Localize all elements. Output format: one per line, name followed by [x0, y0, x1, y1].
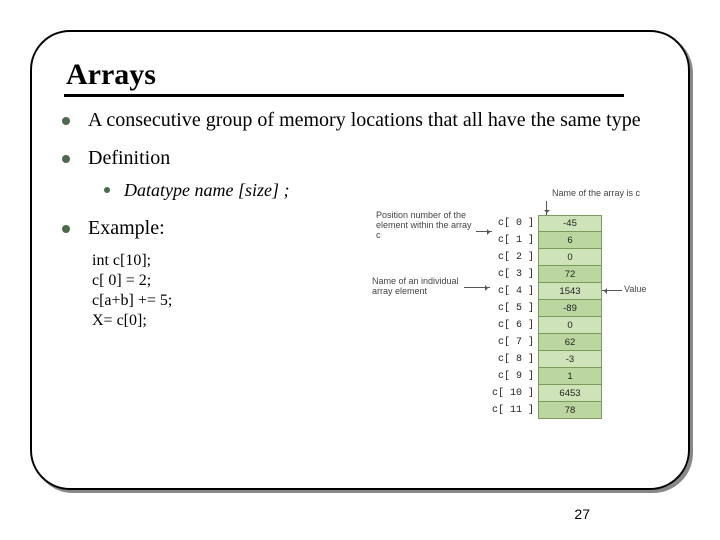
- array-row: c[ 7 ]62: [490, 334, 602, 351]
- array-row: c[ 1 ]6: [490, 232, 602, 249]
- array-index-cell: c[ 11 ]: [490, 402, 538, 419]
- array-value-cell: 6453: [538, 385, 602, 402]
- array-row: c[ 0 ]-45: [490, 215, 602, 232]
- diagram-label-name: Name of the array is c: [552, 189, 642, 199]
- title-underline: [64, 94, 624, 97]
- array-index-cell: c[ 7 ]: [490, 334, 538, 351]
- diagram-label-position: Position number of the element within th…: [376, 211, 476, 241]
- array-row: c[ 5 ]-89: [490, 300, 602, 317]
- arrow-icon: [464, 287, 490, 288]
- array-value-cell: -45: [538, 215, 602, 232]
- array-row: c[ 6 ]0: [490, 317, 602, 334]
- slide-frame: Arrays A consecutive group of memory loc…: [30, 30, 690, 490]
- array-index-cell: c[ 9 ]: [490, 368, 538, 385]
- array-index-cell: c[ 1 ]: [490, 232, 538, 249]
- array-diagram: Name of the array is c Position number o…: [372, 189, 654, 449]
- bullet-icon: [62, 225, 70, 233]
- array-index-cell: c[ 3 ]: [490, 266, 538, 283]
- array-value-cell: 1: [538, 368, 602, 385]
- array-value-cell: 62: [538, 334, 602, 351]
- arrow-icon: [602, 290, 622, 291]
- array-index-cell: c[ 2 ]: [490, 249, 538, 266]
- diagram-label-value: Value: [624, 285, 646, 295]
- array-row: c[ 11 ]78: [490, 402, 602, 419]
- array-row: c[ 8 ]-3: [490, 351, 602, 368]
- bullet-icon: [104, 187, 110, 193]
- array-row: c[ 2 ]0: [490, 249, 602, 266]
- array-value-cell: 0: [538, 249, 602, 266]
- array-index-cell: c[ 0 ]: [490, 215, 538, 232]
- array-row: c[ 4 ]1543: [490, 283, 602, 300]
- bullet-text: A consecutive group of memory locations …: [88, 109, 641, 133]
- diagram-label-element: Name of an individual array element: [372, 277, 464, 297]
- bullet-icon: [62, 155, 70, 163]
- arrow-icon: [546, 201, 547, 215]
- array-index-cell: c[ 4 ]: [490, 283, 538, 300]
- array-index-cell: c[ 10 ]: [490, 385, 538, 402]
- array-row: c[ 9 ]1: [490, 368, 602, 385]
- bullet-item: Definition: [62, 147, 658, 171]
- slide-title: Arrays: [66, 58, 658, 92]
- array-value-cell: -3: [538, 351, 602, 368]
- array-value-cell: 1543: [538, 283, 602, 300]
- array-value-cell: 72: [538, 266, 602, 283]
- bullet-icon: [62, 117, 70, 125]
- array-index-cell: c[ 6 ]: [490, 317, 538, 334]
- array-index-cell: c[ 8 ]: [490, 351, 538, 368]
- array-value-cell: 0: [538, 317, 602, 334]
- array-value-cell: -89: [538, 300, 602, 317]
- array-row: c[ 10 ]6453: [490, 385, 602, 402]
- array-value-cell: 6: [538, 232, 602, 249]
- array-value-cell: 78: [538, 402, 602, 419]
- bullet-text: Example:: [88, 217, 165, 241]
- sub-bullet-text: Datatype name [size] ;: [124, 180, 289, 201]
- bullet-item: A consecutive group of memory locations …: [62, 109, 658, 133]
- page-number: 27: [574, 506, 590, 522]
- array-index-cell: c[ 5 ]: [490, 300, 538, 317]
- slide-body: A consecutive group of memory locations …: [62, 109, 658, 331]
- bullet-text: Definition: [88, 147, 170, 171]
- array-row: c[ 3 ]72: [490, 266, 602, 283]
- array-table: c[ 0 ]-45c[ 1 ]6c[ 2 ]0c[ 3 ]72c[ 4 ]154…: [490, 215, 602, 419]
